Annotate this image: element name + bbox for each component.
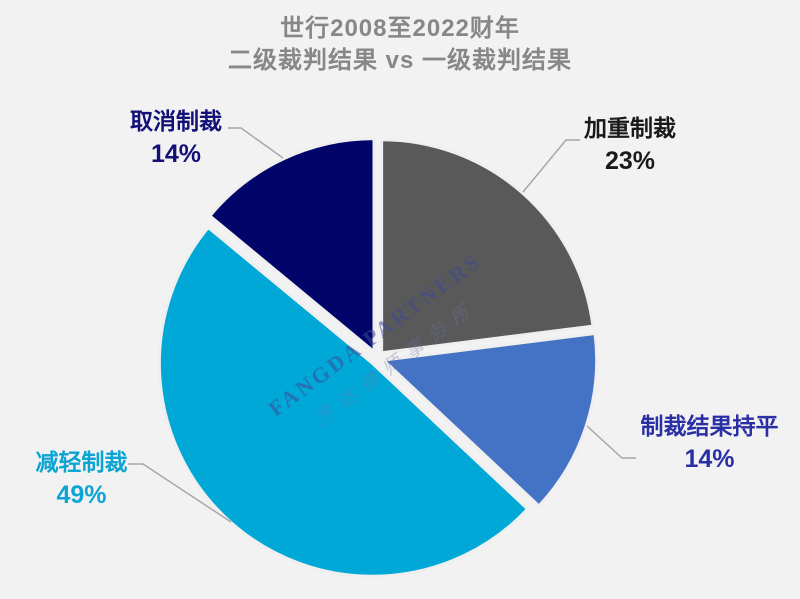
pie-slice-unchanged bbox=[382, 331, 599, 508]
leader-line-aggravated bbox=[522, 139, 580, 193]
pie-slice-aggravated bbox=[380, 138, 595, 355]
pie-slice-cancelled bbox=[208, 137, 376, 354]
chart-title-line2: 二级裁判结果 vs 一级裁判结果 bbox=[227, 47, 573, 74]
label-cancelled-pct: 14% bbox=[150, 140, 202, 168]
label-aggravated-sanction: 加重制裁 23% bbox=[545, 112, 715, 178]
chart-title: 世行2008至2022财年 二级裁判结果 vs 一级裁判结果 bbox=[0, 13, 800, 77]
label-cancelled-text: 取消制裁 bbox=[130, 108, 222, 134]
label-aggravated-text: 加重制裁 bbox=[584, 115, 676, 141]
label-reduced-text: 减轻制裁 bbox=[35, 449, 128, 475]
label-cancelled-sanction: 取消制裁 14% bbox=[96, 105, 256, 171]
leader-line-cancelled bbox=[228, 127, 284, 159]
label-reduced-pct: 49% bbox=[56, 481, 107, 509]
label-unchanged-pct: 14% bbox=[684, 445, 735, 473]
pie-slice-reduced bbox=[157, 225, 530, 578]
label-reduced-sanction: 减轻制裁 49% bbox=[0, 446, 163, 512]
label-unchanged-text: 制裁结果持平 bbox=[640, 413, 779, 439]
chart-title-line1: 世行2008至2022财年 bbox=[280, 15, 520, 42]
leader-line-reduced bbox=[128, 463, 232, 523]
leader-line-unchanged bbox=[586, 425, 636, 459]
label-unchanged-sanction: 制裁结果持平 14% bbox=[622, 410, 797, 476]
label-aggravated-pct: 23% bbox=[604, 147, 656, 175]
